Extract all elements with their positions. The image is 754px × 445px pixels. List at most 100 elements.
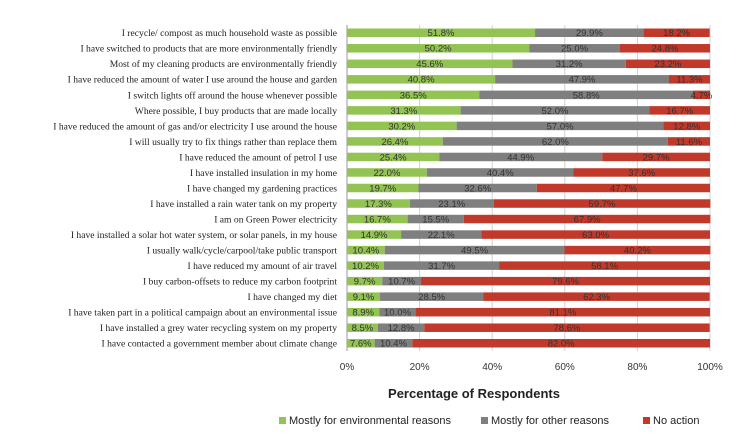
category-label: I have reduced the amount of gas and/or … [53,121,337,132]
bar-segment [377,323,425,332]
data-label: 25.4% [380,152,407,163]
data-label: 28.5% [418,292,445,303]
data-label: 18.2% [663,28,690,39]
bar-segment [374,338,413,348]
data-label: 62.0% [542,137,569,148]
bar-segment [384,245,565,255]
data-label: 23.1% [438,199,465,210]
bar-segment [347,121,457,131]
data-label: 59.7% [589,199,616,210]
bar-segment [347,230,402,239]
x-axis-label: Percentage of Respondents [388,386,560,401]
bar-segment [347,44,530,53]
category-labels-group: I recycle/ compost as much household was… [53,28,337,349]
data-label: 11.6% [676,137,703,148]
data-label: 19.7% [369,183,396,194]
bar-segment [421,276,710,286]
bar-segment [347,292,381,301]
data-label: 23.2% [654,59,681,70]
data-label: 78.6% [554,323,581,334]
data-label: 10.0% [384,308,411,319]
data-label: 58.8% [573,90,600,101]
data-label: 79.6% [552,277,579,288]
x-tick-label: 60% [555,362,575,373]
bar-segment [426,168,574,177]
category-label: I have reduced my amount of air travel [188,261,338,272]
bar-segment [347,199,410,208]
x-tick-labels-group: 0% 20% 40% 60% 80% 100% [340,362,723,373]
data-label: 11.3% [676,75,703,86]
bar-segment [483,292,710,301]
category-label: I have switched to products that are mor… [80,44,337,55]
bar-segment [347,152,440,162]
bar-segment [512,59,626,69]
data-label: 52.0% [542,106,569,117]
bar-segment [347,137,443,146]
data-label: 50.2% [425,44,452,55]
data-label: 8.9% [352,308,374,319]
data-label: 16.7% [666,106,693,117]
category-label: I have taken part in a political campaig… [68,308,337,319]
bar-segment [602,152,710,162]
bar-segment [347,168,427,177]
data-label: 58.1% [591,261,618,272]
legend-swatch [279,417,286,424]
bar-segment [442,137,668,146]
data-label: 47.7% [610,183,637,194]
bar-segment [456,121,664,131]
bar-segment [668,75,710,84]
data-label: 62.3% [583,292,610,303]
data-label: 22.0% [373,168,400,179]
data-label: 17.3% [365,199,392,210]
bar-segment [347,338,375,348]
category-label: I switch lights off around the house whe… [128,90,337,101]
data-label: 44.9% [507,152,534,163]
data-label: 10.4% [352,245,379,256]
data-label: 47.9% [569,75,596,86]
category-label: I have reduced the amount of petrol I us… [179,152,337,163]
data-label: 7.6% [350,339,372,350]
bar-segment [573,168,710,177]
data-label: 37.6% [628,168,655,179]
bar-segment [347,276,383,286]
data-label: 36.5% [400,90,427,101]
bar-segment [439,152,603,162]
bar-segment [495,75,669,84]
data-label: 14.9% [361,230,388,241]
bar-segment [382,276,422,286]
data-label: 10.4% [380,339,407,350]
bar-segment [347,75,496,84]
legend-label: Mostly for environmental reasons [289,415,452,427]
bars-group [347,28,711,348]
data-label: 16.7% [364,214,391,225]
data-label: 15.5% [422,214,449,225]
x-tick-label: 80% [627,362,647,373]
x-tick-label: 20% [410,362,430,373]
data-label: 29.9% [576,28,603,39]
data-label: 4.7% [691,90,713,101]
bar-segment [481,230,710,239]
bar-segment [401,230,482,239]
bar-segment [347,307,380,317]
bar-segment [535,28,644,38]
data-label: 57.0% [547,121,574,132]
bar-segment [625,59,710,69]
category-label: I have installed a grey water recycling … [100,323,337,334]
data-label: 67.9% [574,214,601,225]
data-label: 81.1% [549,308,576,319]
bar-labels-group: 51.8% 29.9% 18.2% 50.2% 25.0% 24.8% 45.6% 31.2%… [350,28,713,349]
data-label: 32.6% [464,183,491,194]
bar-segment [409,199,494,208]
bar-segment [460,106,650,115]
category-label: I have changed my gardening practices [187,183,337,194]
data-label: 10.2% [352,261,379,272]
bar-segment [384,261,500,270]
legend-swatch [481,417,488,424]
bar-segment [407,214,464,224]
bar-segment [649,106,710,115]
bar-segment [463,214,711,224]
data-label: 51.8% [428,28,455,39]
bar-segment [347,261,385,270]
bar-segment [347,323,378,332]
